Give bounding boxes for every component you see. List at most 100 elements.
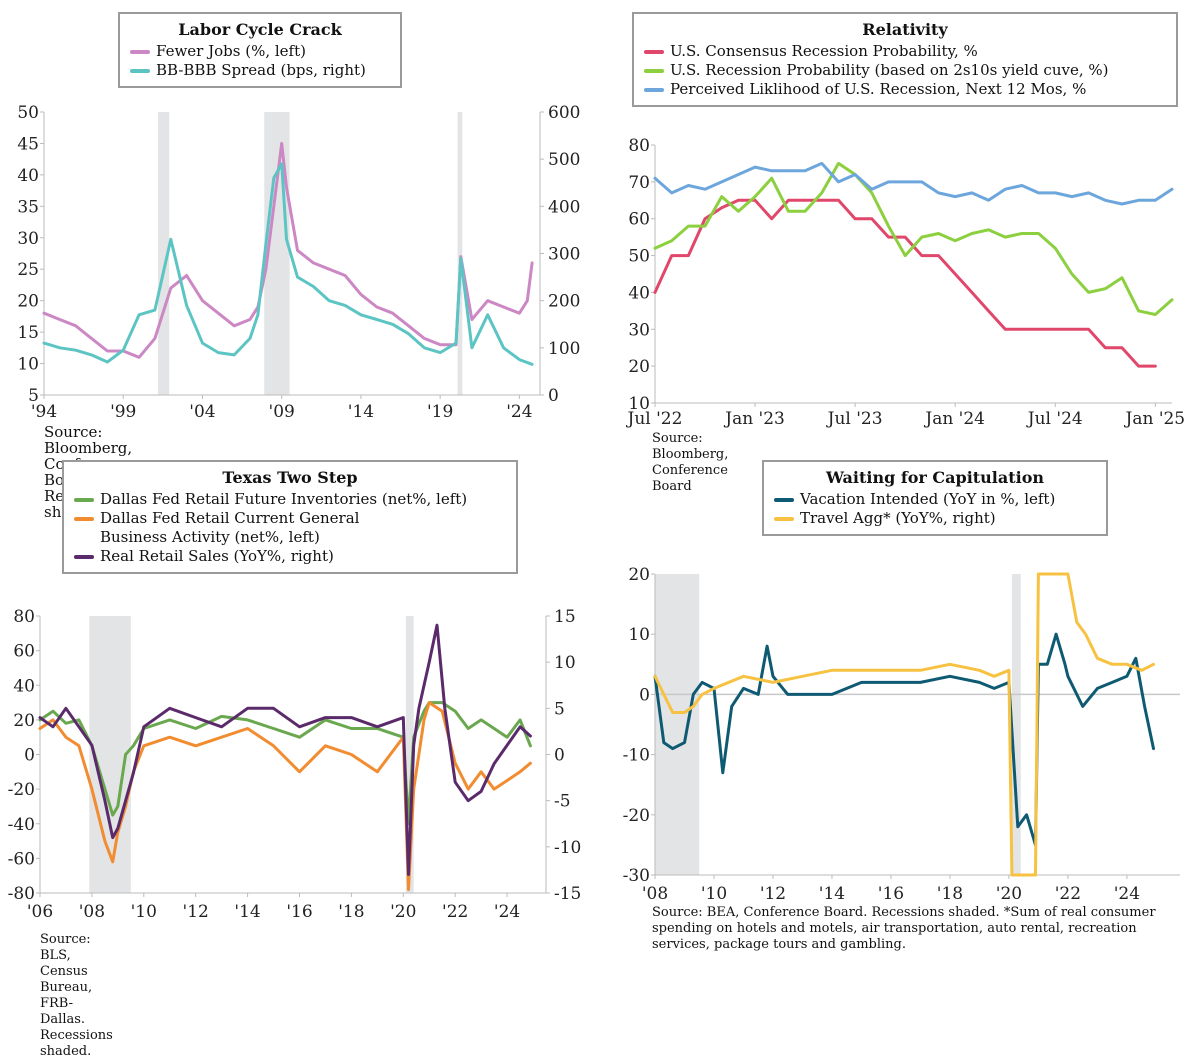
chart-labor: 51015202530354045500100200300400500600'9… [17,103,580,422]
x-tick-label: '14 [234,902,260,922]
legend-swatch [74,517,94,521]
chart-title: Texas Two Step [222,468,358,487]
recession-band [457,112,463,395]
y-tick-label-left: 45 [17,134,39,154]
x-tick-label: '08 [642,884,668,904]
x-tick-label: '22 [442,902,468,922]
y-tick-label-left: 25 [17,260,39,280]
x-tick-label: '14 [819,884,845,904]
x-tick-label: '09 [269,402,295,422]
y-tick-label-left: 80 [628,136,650,156]
legend-item: U.S. Recession Probability (based on 2s1… [644,61,1166,80]
y-tick-label-left: 20 [628,565,650,585]
source-note: Source: Bloomberg, Conference Board [652,431,729,494]
series-line [653,161,1174,206]
y-tick-label-left: 35 [17,197,39,217]
y-tick-label-left: 20 [13,711,35,731]
legend-item: Real Retail Sales (YoY%, right) [74,547,506,566]
y-tick-label-left: -80 [8,884,35,904]
legend-item: Fewer Jobs (%, left) [130,42,390,61]
y-tick-label-left: 50 [628,247,650,267]
y-tick-label-left: -40 [8,815,35,835]
legend-label: Fewer Jobs (%, left) [156,42,306,60]
y-tick-label-right: 500 [548,150,580,170]
chart-title: Waiting for Capitulation [825,468,1045,487]
legend-item: Dallas Fed Retail Future Inventories (ne… [74,490,506,509]
x-tick-label: '12 [760,884,786,904]
y-tick-label-right: -5 [554,792,571,812]
x-tick-label: Jan '24 [923,409,985,429]
y-tick-label-left: -60 [8,849,35,869]
legend-label: Travel Agg* (YoY%, right) [800,509,996,527]
y-tick-label-left: 40 [13,676,35,696]
legend-texas: Texas Two Step Dallas Fed Retail Future … [62,460,518,574]
x-tick-label: Jul '22 [626,409,683,429]
y-tick-label-left: 30 [628,320,650,340]
y-tick-label-left: 15 [17,323,39,343]
legend-item: Travel Agg* (YoY%, right) [774,509,1096,528]
legend-item: U.S. Consensus Recession Probability, % [644,42,1166,61]
y-tick-label-right: 400 [548,197,580,217]
y-tick-label-left: 50 [17,103,39,123]
legend-swatch [130,50,150,54]
x-tick-label: '18 [338,902,364,922]
y-tick-label-left: -20 [8,780,35,800]
legend-label: Real Retail Sales (YoY%, right) [100,547,334,565]
y-tick-label-left: 20 [628,357,650,377]
x-tick-label: '19 [427,402,453,422]
x-tick-label: '24 [1114,884,1140,904]
y-tick-label-right: 600 [548,103,580,123]
plot-area: -80 -60 -40 -20 0 20 40 60 80 -15 -10 -5 0 5 10 15 '06 '0… [8,607,582,922]
plot-area: -30 -20 -10 0 10 20 '08 '10 '12 '14 '16 '18 '20 '22 '2… [623,565,1180,904]
series-line [42,162,534,366]
series-line [653,161,1174,316]
legend-label: BB-BBB Spread (bps, right) [156,61,366,79]
x-tick-label: '16 [878,884,904,904]
x-tick-label: '20 [390,902,416,922]
y-tick-label-right: 15 [554,607,576,627]
recession-band [89,616,131,893]
x-tick-label: '24 [494,902,520,922]
y-tick-label-left: 0 [639,685,650,705]
legend-swatch [644,69,664,73]
recession-band [1011,574,1021,875]
x-tick-label: Jul '23 [826,409,883,429]
legend-swatch [644,50,664,54]
y-tick-label-right: 0 [548,386,559,406]
x-tick-label: '22 [1055,884,1081,904]
legend-item: BB-BBB Spread (bps, right) [130,61,390,80]
series-line [653,572,1155,877]
legend-item: Dallas Fed Retail Current General Busine… [74,509,506,547]
y-tick-label-right: -10 [554,838,581,858]
chart-texas: -80 -60 -40 -20 0 20 40 60 80 -15 -10 -5 0 5 10 15 '06 '0… [8,607,582,922]
y-tick-label-left: -30 [623,866,650,886]
y-tick-label-left: 20 [17,292,39,312]
y-tick-label-left: 10 [628,625,650,645]
y-tick-label-left: 60 [13,642,35,662]
y-tick-label-left: 70 [628,173,650,193]
series-line [38,623,532,876]
legend-labor: Labor Cycle Crack Fewer Jobs (%, left) B… [118,12,402,88]
legend-capitulation: Waiting for Capitulation Vacation Intend… [762,460,1108,536]
chart-relativity: 10 20 30 40 50 60 70 80 Jul '22 Jan '23 Jul '23 Jan… [626,136,1186,429]
x-tick-label: '08 [79,902,105,922]
legend-swatch [644,88,664,92]
x-tick-label: '10 [701,884,727,904]
legend-swatch [74,555,94,559]
y-tick-label-left: 80 [13,607,35,627]
legend-swatch [774,498,794,502]
legend-label: U.S. Recession Probability (based on 2s1… [670,61,1109,79]
x-tick-label: '06 [27,902,53,922]
chart-title: Relativity [862,20,948,39]
chart-title: Labor Cycle Crack [178,20,342,39]
x-tick-label: '10 [131,902,157,922]
y-tick-label-right: 0 [554,746,565,766]
x-tick-label: '18 [937,884,963,904]
legend-label: Perceived Liklihood of U.S. Recession, N… [670,80,1087,98]
y-tick-label-left: 40 [17,166,39,186]
x-tick-label: '16 [286,902,312,922]
x-tick-label: Jan '23 [723,409,785,429]
x-tick-label: Jul '24 [1026,409,1083,429]
y-tick-label-right: -15 [554,884,581,904]
y-tick-label-right: 200 [548,292,580,312]
